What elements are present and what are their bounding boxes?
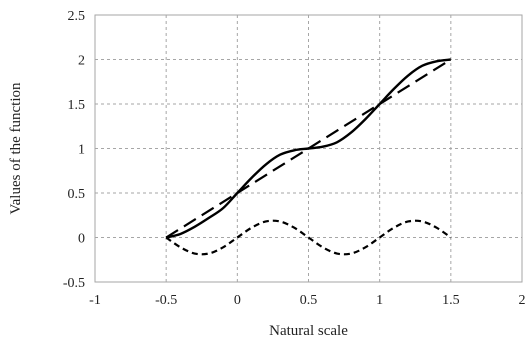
x-tick-label: 1 [376,293,383,308]
series-group [165,58,452,256]
x-tick-label: -1 [89,293,101,308]
series-line-dashed-short [165,219,452,256]
x-tick-label: 0 [234,293,241,308]
x-tick-label: 1.5 [442,293,460,308]
x-tick-label: -0.5 [155,293,177,308]
y-tick-label: 2.5 [68,9,86,24]
series-line-dashed-long [165,58,452,239]
y-tick-label: 2 [78,54,85,69]
x-tick-label: 0.5 [300,293,318,308]
y-tick-label: 1 [78,143,85,158]
y-axis-title: Values of the function [8,82,24,215]
y-tick-label: -0.5 [63,276,85,291]
x-tick-labels: -1 -0.5 0 0.5 1 1.5 2 [89,293,525,308]
series-line-solid [165,58,451,239]
y-tick-label: 0 [78,232,85,247]
y-tick-label: 1.5 [68,98,86,113]
grid-lines [95,15,522,282]
x-axis-title: Natural scale [269,323,348,339]
x-tick-label: 2 [519,293,526,308]
plot-frame [94,14,523,283]
y-tick-labels: -0.5 0 0.5 1 1.5 2 2.5 [63,9,85,291]
y-tick-label: 0.5 [68,187,86,202]
